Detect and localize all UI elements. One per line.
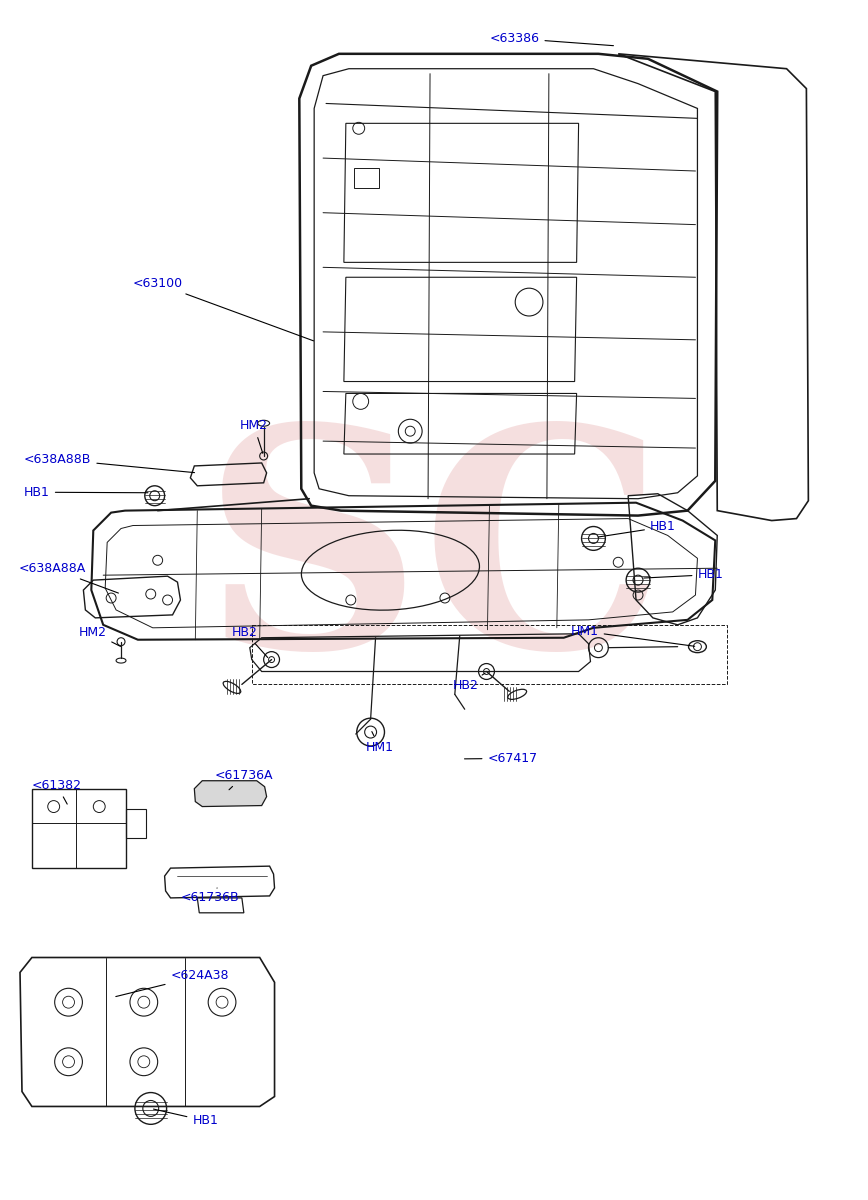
Bar — [354, 168, 378, 188]
Bar — [32, 788, 126, 868]
Text: HB2: HB2 — [232, 625, 267, 658]
Text: HB1: HB1 — [598, 521, 676, 538]
Text: <67417: <67417 — [464, 752, 537, 764]
Text: HM1: HM1 — [570, 625, 694, 647]
Text: HB1: HB1 — [154, 1109, 218, 1127]
Text: SC: SC — [202, 416, 666, 713]
Text: <61736A: <61736A — [215, 769, 273, 790]
Bar — [252, 625, 727, 684]
Text: <61382: <61382 — [32, 779, 82, 804]
Text: HB1: HB1 — [644, 568, 723, 581]
Text: HB2: HB2 — [453, 673, 485, 692]
Text: HB1: HB1 — [24, 486, 148, 499]
Text: <63100: <63100 — [133, 277, 313, 341]
Text: <61736B: <61736B — [181, 888, 239, 904]
Text: HM2: HM2 — [78, 625, 121, 647]
Text: <63386: <63386 — [490, 32, 614, 46]
Text: HM2: HM2 — [240, 419, 268, 454]
Text: <624A38: <624A38 — [115, 970, 229, 996]
Text: <638A88A: <638A88A — [19, 562, 118, 593]
Text: <638A88B: <638A88B — [24, 452, 194, 473]
Polygon shape — [194, 781, 266, 806]
Text: HM1: HM1 — [365, 732, 394, 754]
